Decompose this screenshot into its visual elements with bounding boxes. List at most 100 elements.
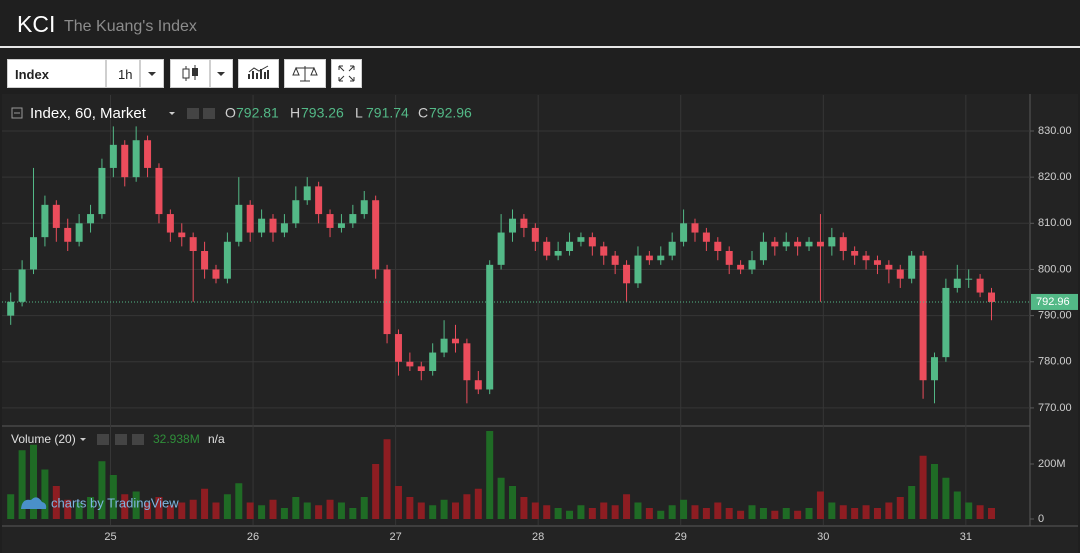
volume-bar (588, 508, 596, 520)
volume-bar (178, 502, 186, 520)
candle-body (577, 237, 585, 242)
volume-bar (645, 508, 653, 520)
candle-body (611, 255, 619, 265)
x-tick-label: 31 (960, 531, 972, 543)
candle-body (269, 218, 277, 233)
volume-bar (566, 510, 574, 520)
candle-body (18, 269, 26, 302)
volume-bar (132, 491, 140, 520)
toolbar: Index 1h (0, 48, 1080, 94)
indicators-button[interactable] (238, 59, 279, 88)
candle-body (292, 200, 300, 224)
candle-body (144, 140, 152, 168)
symbol-input[interactable]: Index (7, 59, 106, 88)
arrow (217, 72, 225, 76)
candle-body (588, 237, 596, 247)
fullscreen-button[interactable] (331, 59, 362, 88)
volume-legend-title: Volume (20) (11, 432, 76, 446)
candle-body (349, 214, 357, 224)
candle-body (714, 241, 722, 251)
volume-bar (520, 497, 528, 520)
candle-body (98, 167, 106, 215)
volume-bar (201, 488, 209, 520)
candle-body (794, 241, 802, 247)
volume-bar (292, 497, 300, 520)
watermark-icon (21, 497, 47, 509)
ohlc-value: 791.74 (366, 105, 409, 121)
ohlc-label: L (355, 105, 363, 121)
candle-body (554, 251, 562, 256)
volume-bar (269, 499, 277, 520)
volume-tick-label: 0 (1038, 513, 1044, 525)
candle-body (702, 232, 710, 242)
interval-dropdown[interactable] (140, 59, 164, 88)
candle-body (303, 186, 311, 201)
x-tick-label: 25 (104, 531, 116, 543)
volume-bar (828, 502, 836, 520)
volume-bar (737, 510, 745, 520)
candle-body (771, 241, 779, 247)
volume-bar (463, 494, 471, 520)
volume-bar (885, 502, 893, 520)
candle-body (737, 264, 745, 270)
candle-body (953, 278, 961, 288)
candle-body (680, 223, 688, 242)
volume-bar (554, 508, 562, 520)
volume-tick-label: 200M (1038, 458, 1066, 470)
candle-body (566, 241, 574, 251)
volume-bar (360, 497, 368, 520)
candle-body (394, 334, 402, 362)
candle-body (52, 204, 60, 228)
volume-bar (794, 510, 802, 520)
candle-body (543, 241, 551, 256)
volume-bar (953, 491, 961, 520)
candle-body (862, 255, 870, 261)
volume-bar (725, 508, 733, 520)
volume-bar (714, 502, 722, 520)
candle-body (919, 255, 927, 381)
ohlc-label: O (225, 105, 236, 121)
compare-button[interactable] (284, 59, 326, 88)
candle-body (280, 223, 288, 233)
candle-body (816, 241, 824, 247)
candle-body (691, 223, 699, 233)
candle-body (976, 278, 984, 293)
candle-body (87, 214, 95, 224)
legend-button (115, 434, 127, 445)
volume-bar (908, 485, 916, 520)
chart-style-button[interactable] (170, 59, 210, 88)
interval-button[interactable]: 1h (106, 59, 140, 88)
volume-bar (782, 508, 790, 520)
volume-legend-value: 32.938M (153, 432, 200, 446)
legend-button (97, 434, 109, 445)
candle-body (429, 352, 437, 371)
candle-body (759, 241, 767, 261)
volume-bar (862, 505, 870, 520)
candle-body (908, 255, 916, 279)
volume-bar (509, 485, 517, 520)
candle-body (942, 287, 950, 358)
candle-body (839, 237, 847, 251)
y-tick-label: 810.00 (1038, 217, 1072, 229)
volume-bar (873, 508, 881, 520)
volume-bar (121, 494, 129, 520)
candle-body (258, 218, 266, 233)
x-tick-label: 29 (675, 531, 687, 543)
volume-bar (440, 499, 448, 520)
legend-button (187, 108, 199, 119)
chart-style-dropdown[interactable] (210, 59, 233, 88)
volume-bar (759, 508, 767, 520)
volume-bar (839, 505, 847, 520)
volume-bar (668, 505, 676, 520)
volume-bar (235, 483, 243, 520)
candle-body (7, 301, 15, 316)
volume-bar (623, 494, 631, 520)
interval: 1h (118, 67, 133, 82)
volume-bar (349, 508, 357, 520)
y-tick-label: 780.00 (1038, 356, 1072, 368)
volume-bar (52, 485, 60, 520)
volume-bar (919, 455, 927, 520)
arrow (148, 72, 156, 76)
candle-body (417, 366, 425, 371)
